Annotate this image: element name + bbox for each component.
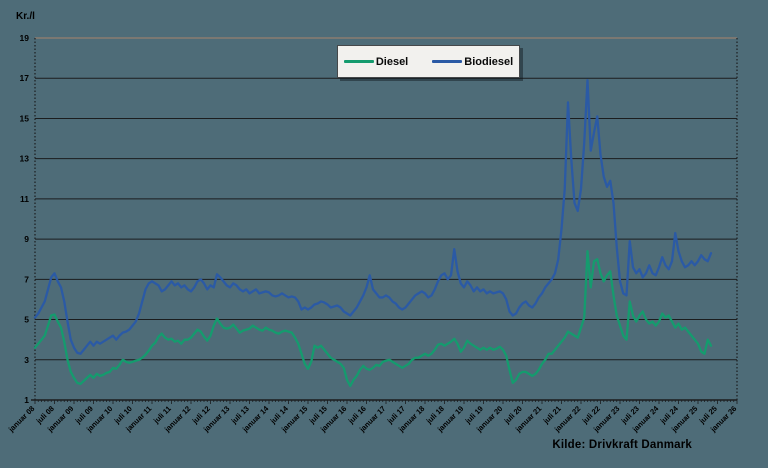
legend-item-biodiesel: Biodiesel — [432, 56, 513, 68]
series-line-biodiesel — [33, 79, 713, 355]
y-tick-label-3: 3 — [24, 355, 29, 365]
y-tick-label-5: 5 — [24, 315, 29, 325]
series-line-diesel — [33, 250, 713, 388]
y-axis-title: Kr./l — [16, 11, 35, 22]
y-tick-label-1: 1 — [24, 395, 29, 405]
source-credit: Kilde: Drivkraft Danmark — [552, 439, 692, 451]
diesel-line-swatch — [343, 60, 374, 63]
y-tick-label-15: 15 — [20, 113, 30, 123]
legend-label-biodiesel: Biodiesel — [464, 55, 514, 68]
legend-item-diesel: Diesel — [343, 55, 409, 68]
legend-label-diesel: Diesel — [375, 55, 409, 68]
biodiesel-line-swatch — [432, 60, 463, 63]
y-tick-label-9: 9 — [24, 234, 29, 244]
legend: Diesel Biodiesel — [337, 45, 520, 78]
y-tick-label-7: 7 — [24, 274, 29, 284]
x-tick-label: januar 08 — [6, 404, 36, 434]
y-tick-label-17: 17 — [20, 73, 30, 83]
y-tick-label-19: 19 — [20, 33, 30, 43]
y-tick-label-13: 13 — [20, 154, 30, 164]
y-tick-label-11: 11 — [20, 194, 29, 204]
